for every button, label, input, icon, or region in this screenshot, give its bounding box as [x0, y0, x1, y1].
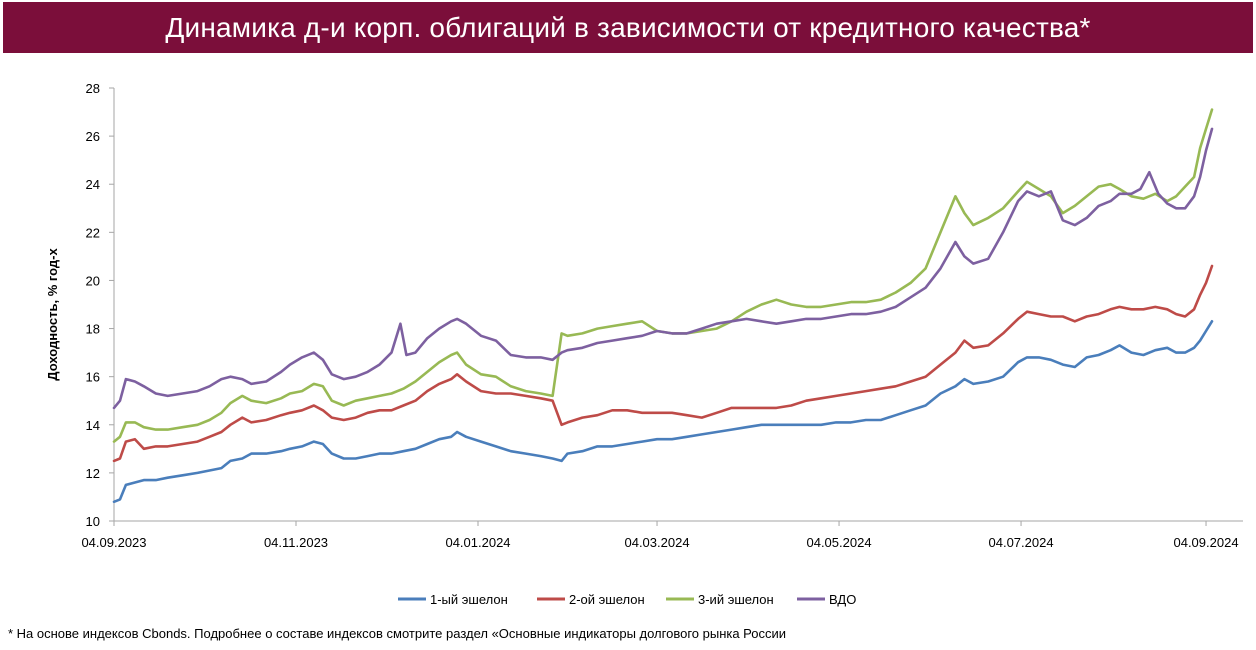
y-tick-label: 22 [86, 225, 100, 240]
y-tick-label: 14 [86, 418, 100, 433]
x-tick-label: 04.07.2024 [989, 535, 1054, 550]
x-tick-label: 04.09.2024 [1173, 535, 1238, 550]
legend-label: ВДО [829, 592, 856, 607]
chart-series-group [112, 108, 1214, 504]
y-tick-label: 28 [86, 81, 100, 96]
legend-label: 1-ый эшелон [430, 592, 508, 607]
chart-axes: 10 12 14 16 18 20 22 24 26 28 04.09.2023 04.11.2023… [45, 81, 1243, 550]
chart-legend: 1-ый эшелон 2-ой эшелон 3-ий эшелон ВДО [398, 592, 856, 607]
y-tick-label: 26 [86, 129, 100, 144]
series-line-2 [112, 264, 1214, 463]
y-tick-label: 18 [86, 322, 100, 337]
series-line-4 [112, 127, 1214, 410]
series-line-1 [112, 320, 1214, 504]
y-axis-label: Доходность, % год-х [45, 248, 60, 381]
x-tick-label: 04.01.2024 [445, 535, 510, 550]
y-tick-label: 24 [86, 177, 100, 192]
line-chart: 10 12 14 16 18 20 22 24 26 28 04.09.2023 04.11.2023… [45, 81, 1243, 607]
x-tick-label: 04.09.2023 [81, 535, 146, 550]
y-tick-label: 20 [86, 273, 100, 288]
y-tick-label: 12 [86, 466, 100, 481]
legend-label: 2-ой эшелон [569, 592, 645, 607]
legend-label: 3-ий эшелон [698, 592, 774, 607]
series-line-3 [112, 108, 1214, 443]
x-tick-label: 04.05.2024 [806, 535, 871, 550]
chart-title-bar: Динамика д-и корп. облигаций в зависимос… [3, 2, 1253, 53]
chart-title: Динамика д-и корп. облигаций в зависимос… [165, 11, 1091, 43]
footnote: * На основе индексов Cbonds. Подробнее о… [8, 626, 787, 641]
x-tick-label: 04.11.2023 [264, 535, 328, 550]
x-tick-label: 04.03.2024 [624, 535, 689, 550]
y-tick-label: 16 [86, 370, 100, 385]
y-tick-label: 10 [86, 514, 100, 529]
